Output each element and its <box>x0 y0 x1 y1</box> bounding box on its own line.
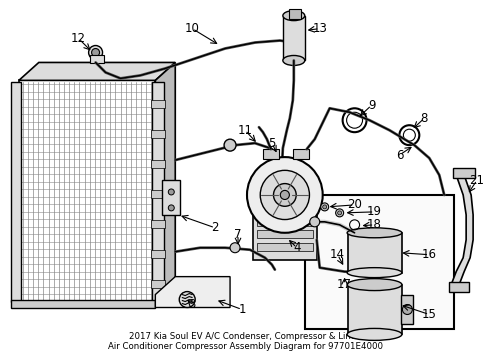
Text: 7: 7 <box>234 228 242 241</box>
Bar <box>289 9 301 19</box>
Text: 8: 8 <box>420 112 428 125</box>
Circle shape <box>280 190 290 199</box>
Polygon shape <box>456 258 470 272</box>
Circle shape <box>273 184 296 206</box>
Text: 11: 11 <box>238 124 252 137</box>
Circle shape <box>402 305 413 315</box>
Text: 14: 14 <box>330 248 345 261</box>
Bar <box>162 180 180 215</box>
Ellipse shape <box>283 11 305 21</box>
Bar <box>263 149 279 159</box>
Text: 4: 4 <box>293 241 300 254</box>
Bar <box>401 294 414 324</box>
Polygon shape <box>456 175 471 195</box>
Bar <box>257 230 313 238</box>
Polygon shape <box>466 215 473 240</box>
Text: 16: 16 <box>422 248 437 261</box>
Polygon shape <box>463 195 473 215</box>
Bar <box>453 168 475 178</box>
Ellipse shape <box>347 279 402 291</box>
Bar <box>151 280 165 288</box>
Circle shape <box>224 139 236 151</box>
Bar <box>151 250 165 258</box>
Polygon shape <box>19 62 175 80</box>
Bar <box>305 195 454 329</box>
Bar <box>257 218 313 226</box>
Circle shape <box>260 170 310 220</box>
Ellipse shape <box>347 328 402 340</box>
Bar <box>151 100 165 108</box>
Bar <box>151 130 165 138</box>
Text: 9: 9 <box>368 99 375 112</box>
Bar <box>11 82 21 302</box>
Text: 2: 2 <box>211 221 219 234</box>
Text: 10: 10 <box>185 22 199 35</box>
Ellipse shape <box>347 228 402 238</box>
Text: 6: 6 <box>395 149 403 162</box>
Text: 18: 18 <box>367 218 382 231</box>
Ellipse shape <box>347 268 402 278</box>
Text: 21: 21 <box>469 174 485 186</box>
Bar <box>152 82 164 302</box>
Circle shape <box>168 205 174 211</box>
Bar <box>347 285 402 334</box>
Polygon shape <box>451 272 464 285</box>
Circle shape <box>338 211 342 215</box>
Bar <box>11 300 155 307</box>
Circle shape <box>310 217 319 227</box>
Bar <box>347 233 402 273</box>
Text: 2017 Kia Soul EV A/C Condenser, Compressor & Lines
Air Conditioner Compressor As: 2017 Kia Soul EV A/C Condenser, Compress… <box>107 332 383 351</box>
Bar <box>253 215 317 260</box>
Text: 3: 3 <box>189 298 196 311</box>
Circle shape <box>168 189 174 195</box>
Circle shape <box>336 209 343 217</box>
Circle shape <box>89 45 102 59</box>
Text: 1: 1 <box>238 303 246 316</box>
Text: 5: 5 <box>268 137 275 150</box>
Text: 13: 13 <box>312 22 327 35</box>
Circle shape <box>323 205 327 209</box>
Circle shape <box>179 292 195 307</box>
Polygon shape <box>463 240 473 258</box>
Text: 15: 15 <box>422 308 437 321</box>
Circle shape <box>247 157 323 233</box>
Text: 20: 20 <box>347 198 362 211</box>
Text: 12: 12 <box>71 32 86 45</box>
Bar <box>283 15 305 60</box>
Bar <box>257 243 313 251</box>
Bar <box>90 55 103 63</box>
Bar <box>151 160 165 168</box>
Ellipse shape <box>283 55 305 66</box>
Text: 17: 17 <box>337 278 352 291</box>
Bar <box>449 282 469 292</box>
Bar <box>151 220 165 228</box>
Circle shape <box>276 162 288 174</box>
Polygon shape <box>155 276 230 307</box>
Bar <box>293 149 309 159</box>
Circle shape <box>321 203 329 211</box>
Circle shape <box>92 49 99 57</box>
Text: 19: 19 <box>367 205 382 219</box>
Polygon shape <box>19 80 155 305</box>
Polygon shape <box>155 62 175 305</box>
Bar <box>151 190 165 198</box>
Circle shape <box>230 243 240 253</box>
